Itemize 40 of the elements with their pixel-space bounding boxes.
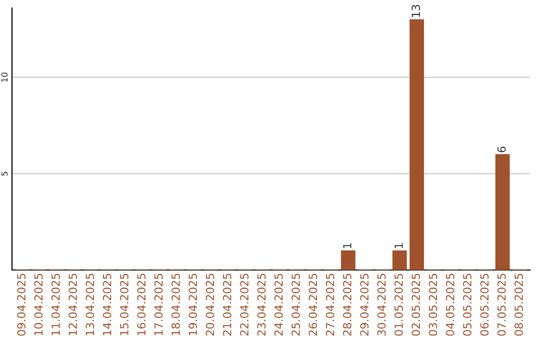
x-tick-label: 12.04.2025 xyxy=(68,274,77,336)
x-tick-label: 06.05.2025 xyxy=(480,274,489,336)
x-tick-label: 28.04.2025 xyxy=(343,274,352,336)
x-tick-label: 10.04.2025 xyxy=(34,274,43,336)
data-label: 6 xyxy=(497,146,506,152)
x-tick-label: 04.05.2025 xyxy=(446,274,454,336)
x-tick-label: 08.05.2025 xyxy=(514,274,523,336)
data-label: 1 xyxy=(343,243,352,248)
x-tick-label: 07.05.2025 xyxy=(497,274,506,336)
x-tick-label: 30.04.2025 xyxy=(377,274,386,336)
x-tick-label: 23.04.2025 xyxy=(257,274,266,336)
x-tick-label: 26.04.2025 xyxy=(308,274,318,336)
data-label: 1 xyxy=(394,243,403,248)
y-tick-label: 10 xyxy=(1,72,8,82)
x-tick-label: 24.04.2025 xyxy=(274,274,283,336)
bar xyxy=(410,19,424,270)
x-tick-label: 17.04.2025 xyxy=(154,274,163,336)
x-tick-label: 27.04.2025 xyxy=(326,274,334,336)
bar xyxy=(495,154,510,270)
x-tick-label: 02.05.2025 xyxy=(412,274,420,336)
x-tick-label: 11.04.2025 xyxy=(51,274,60,336)
data-label: 13 xyxy=(412,4,420,17)
x-tick-label: 19.04.2025 xyxy=(188,274,198,336)
x-tick-label: 16.04.2025 xyxy=(137,274,146,336)
bar xyxy=(392,250,407,270)
x-tick-label: 05.05.2025 xyxy=(463,274,472,336)
bar xyxy=(340,250,356,270)
x-tick-label: 29.04.2025 xyxy=(360,274,369,336)
x-tick-label: 13.04.2025 xyxy=(86,274,94,336)
x-tick-label: 09.04.2025 xyxy=(17,274,26,336)
x-tick-label: 20.04.2025 xyxy=(206,274,214,336)
x-tick-label: 22.04.2025 xyxy=(240,274,248,336)
y-tick-label: 5 xyxy=(1,172,8,176)
x-tick-label: 21.04.2025 xyxy=(222,274,232,336)
x-tick-label: 03.05.2025 xyxy=(428,274,438,336)
x-tick-label: 18.04.2025 xyxy=(171,274,180,336)
x-tick-label: 15.04.2025 xyxy=(120,274,128,336)
x-tick-label: 14.04.2025 xyxy=(102,274,112,336)
x-tick-label: 01.05.2025 xyxy=(394,274,403,336)
x-tick-label: 25.04.2025 xyxy=(292,274,300,336)
